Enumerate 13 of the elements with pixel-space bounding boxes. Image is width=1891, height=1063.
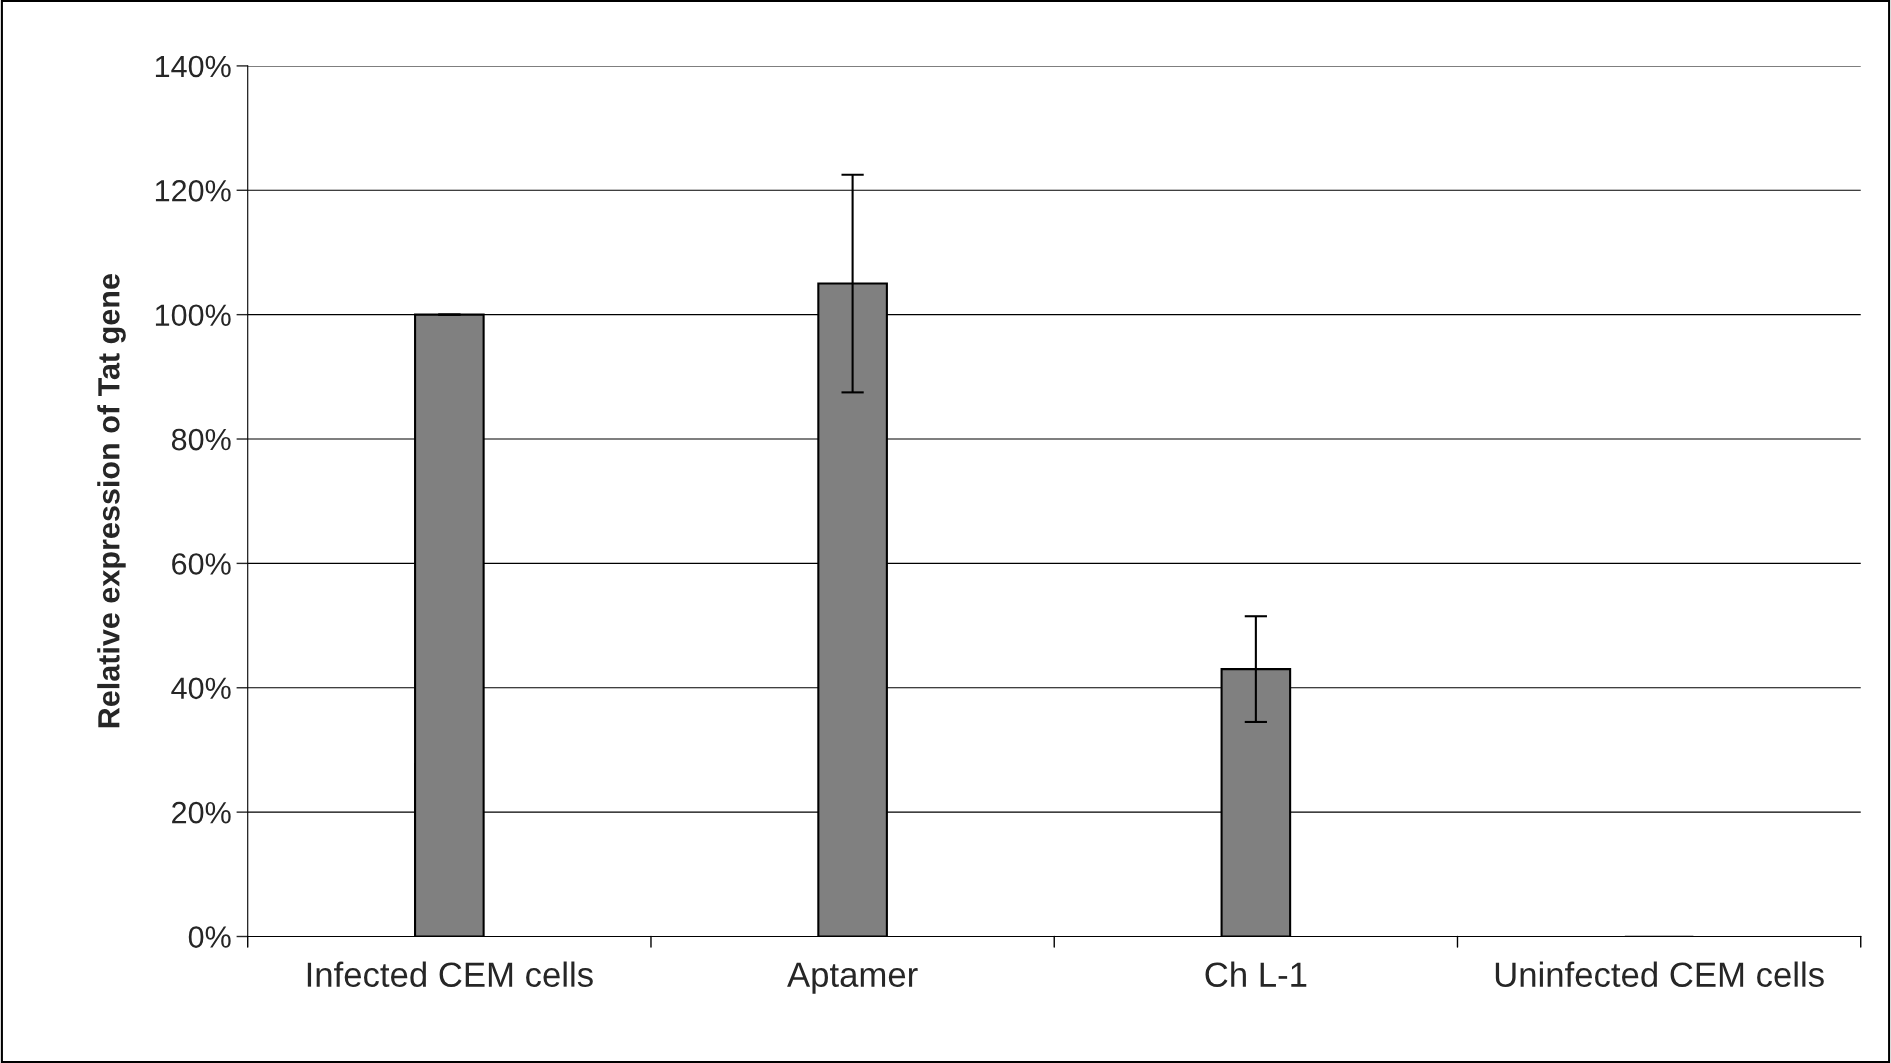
y-tick-label: 100%	[155, 304, 231, 327]
x-tick-label: Aptamer	[787, 962, 918, 994]
y-tick-label: 60%	[172, 553, 231, 575]
x-tick-label: Infected CEM cells	[307, 961, 593, 988]
y-tick-label: 140%	[155, 55, 231, 78]
x-tick-label: Ch L-1	[1205, 961, 1307, 988]
y-tick-label: 80%	[171, 428, 231, 451]
y-tick-label: 120%	[155, 180, 231, 202]
y-tick-label: 0%	[188, 926, 231, 948]
y-tick-label: 40%	[171, 677, 231, 700]
y-tick-label: 20%	[172, 801, 231, 824]
y-axis-title: Relative expression of Tat gene	[97, 274, 126, 728]
x-tick-label: Uninfected CEM cells	[1495, 961, 1824, 988]
